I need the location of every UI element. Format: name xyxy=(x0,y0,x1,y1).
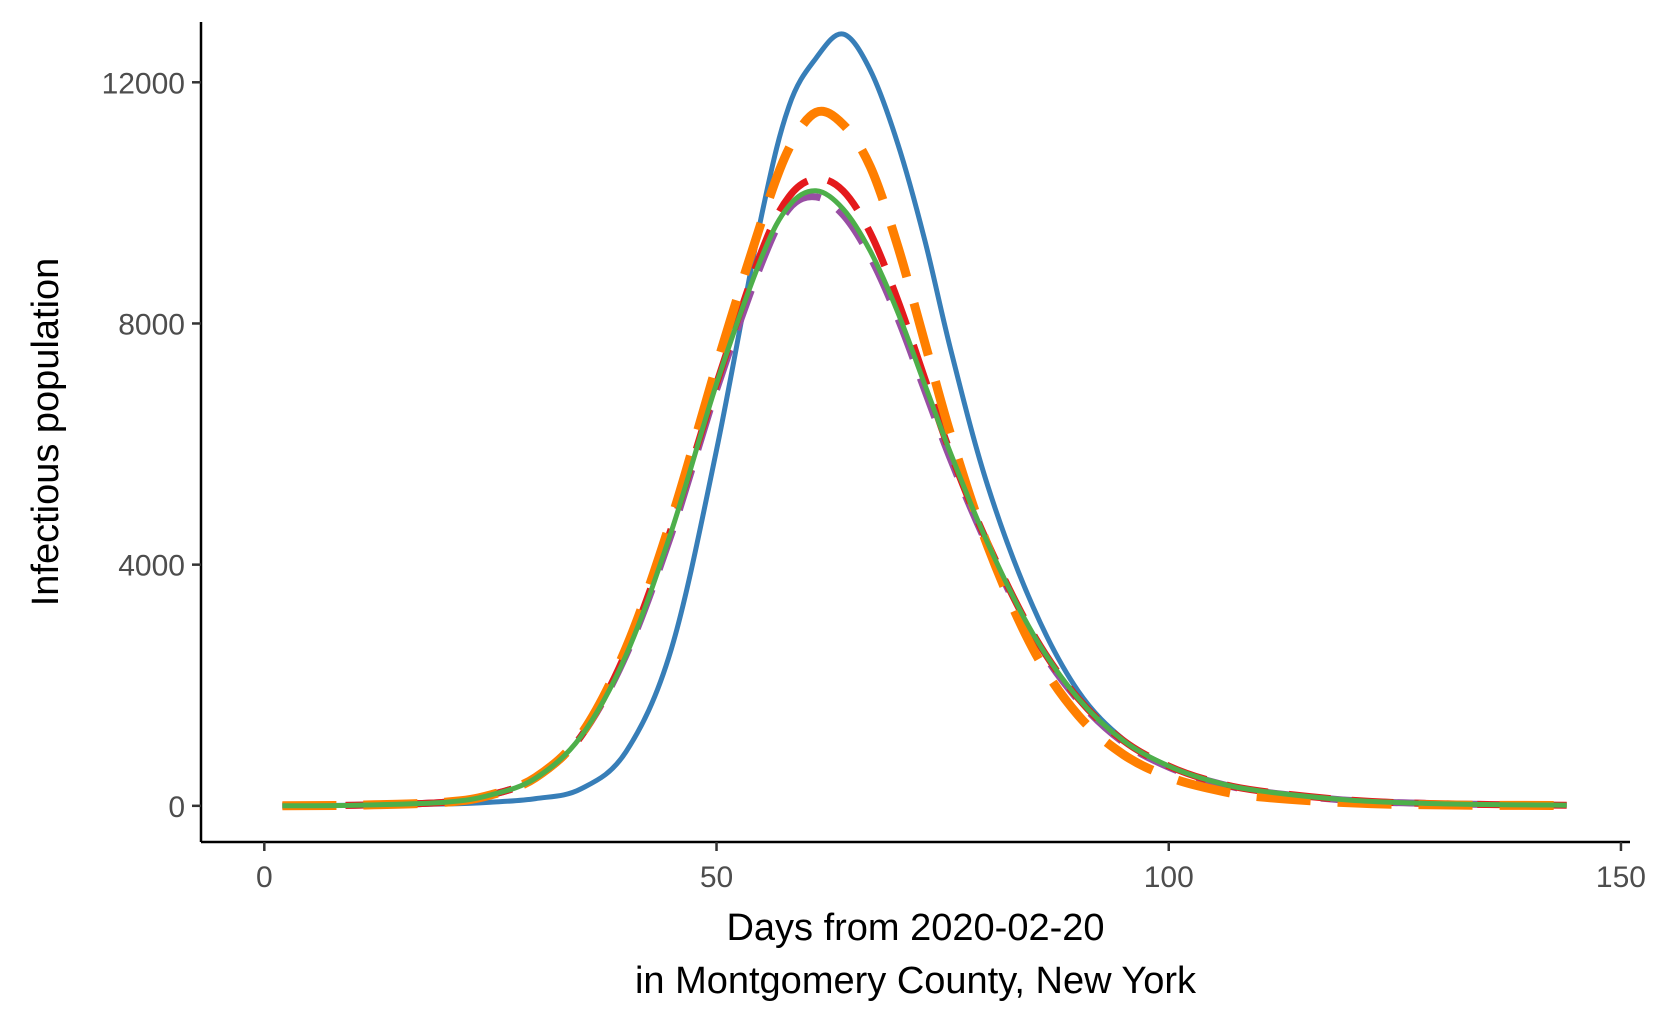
x-tick-label: 150 xyxy=(1596,861,1646,894)
y-axis-ticks: 0 4000 8000 12000 xyxy=(102,67,201,824)
series-line-3 xyxy=(282,175,1567,810)
series-line-5 xyxy=(282,188,1567,809)
y-axis-title: Infectious population xyxy=(25,258,67,607)
x-tick-label: 50 xyxy=(700,861,733,894)
x-axis-title-line-1: Days from 2020-02-20 xyxy=(726,907,1104,949)
x-tick-label: 0 xyxy=(256,861,273,894)
series-layer xyxy=(282,31,1567,811)
x-axis-title-line-2: in Montgomery County, New York xyxy=(635,960,1197,1002)
series-line-2 xyxy=(282,193,1567,810)
y-tick-label: 8000 xyxy=(118,308,185,341)
y-tick-label: 12000 xyxy=(102,67,185,100)
x-tick-label: 100 xyxy=(1144,861,1194,894)
y-tick-label: 0 xyxy=(168,791,185,824)
y-tick-label: 4000 xyxy=(118,550,185,583)
x-axis-ticks: 0 50 100 150 xyxy=(256,842,1646,894)
series-line-4 xyxy=(282,106,1567,811)
series-line-1 xyxy=(282,31,1567,809)
